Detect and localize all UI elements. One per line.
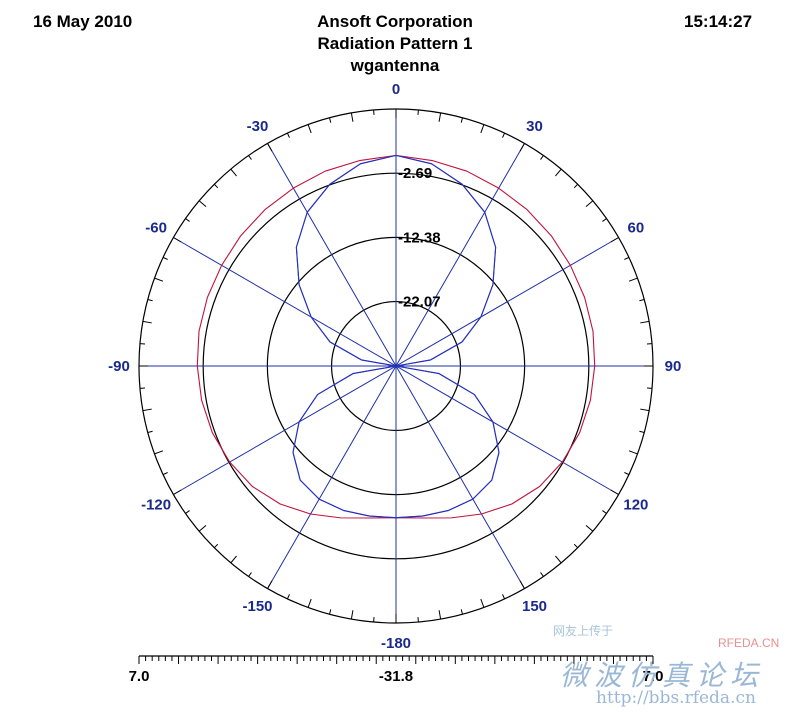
- angle-label-30: 30: [526, 118, 543, 135]
- tick-245: [162, 472, 168, 476]
- angle-label-60: 60: [628, 220, 645, 237]
- tick-200: [307, 598, 312, 608]
- tick-195: [329, 609, 332, 615]
- tick-10: [438, 112, 442, 122]
- tick-70: [628, 277, 638, 282]
- tick-45: [573, 183, 579, 189]
- angle-label-150: 150: [522, 598, 547, 615]
- tick-35: [540, 155, 544, 160]
- tick-240: [173, 489, 182, 495]
- angle-label-neg90: -90: [108, 358, 130, 375]
- company-title: Ansoft Corporation: [317, 12, 473, 31]
- angle-ticks: [139, 109, 653, 623]
- tick-170: [438, 610, 442, 620]
- tick-25: [502, 132, 506, 138]
- tick-315: [213, 183, 219, 189]
- tick-110: [628, 450, 638, 455]
- tick-15: [460, 117, 463, 123]
- tick-150: [519, 580, 525, 589]
- tick-50: [585, 200, 594, 207]
- ring-label-2: -22.07: [398, 294, 441, 311]
- tick-115: [624, 472, 630, 476]
- design-title: wgantenna: [350, 56, 440, 75]
- plot-title: Radiation Pattern 1: [317, 34, 473, 53]
- tick-55: [602, 218, 607, 222]
- tick-215: [248, 572, 252, 577]
- tick-340: [307, 124, 312, 134]
- tick-75: [639, 299, 645, 302]
- tick-210: [267, 580, 273, 589]
- tick-345: [329, 117, 332, 123]
- radial-scale-bar: 7.0 -31.8 7.0: [129, 655, 664, 685]
- tick-125: [602, 510, 607, 514]
- angle-label-90: 90: [665, 358, 682, 375]
- tick-250: [154, 450, 164, 455]
- angle-label-120: 120: [623, 497, 648, 514]
- angle-label-neg120: -120: [141, 497, 171, 514]
- tick-30: [519, 143, 525, 152]
- tick-255: [147, 430, 153, 433]
- tick-205: [286, 594, 290, 600]
- watermark-brand: RFEDA.CN: [718, 636, 780, 650]
- tick-120: [610, 489, 619, 495]
- series-group: [196, 154, 596, 519]
- tick-325: [248, 155, 252, 160]
- tick-160: [480, 598, 485, 608]
- label-group: 0 30 60 90 120 150 -180 -150 -120 -90 -60 -30 -2.69 -…: [108, 81, 681, 652]
- tick-40: [555, 168, 562, 177]
- tick-295: [162, 256, 168, 260]
- angle-label-neg60: -60: [145, 220, 167, 237]
- tick-305: [185, 218, 190, 222]
- tick-320: [230, 168, 237, 177]
- tick-310: [198, 200, 207, 207]
- tick-290: [154, 277, 164, 282]
- ring-label-1: -12.38: [398, 229, 441, 246]
- date-label: 16 May 2010: [33, 12, 133, 31]
- angle-label-neg180: -180: [381, 635, 411, 652]
- angle-label-neg30: -30: [247, 118, 269, 135]
- tick-235: [185, 510, 190, 514]
- ring-label-0: -2.69: [398, 165, 432, 182]
- tick-100: [640, 408, 650, 412]
- angle-label-0: 0: [392, 81, 400, 98]
- tick-60: [610, 237, 619, 243]
- tick-300: [173, 237, 182, 243]
- tick-80: [640, 320, 650, 324]
- watermark-line1: 网友上传于: [553, 624, 614, 638]
- tick-350: [350, 112, 354, 122]
- tick-330: [267, 143, 273, 152]
- tick-280: [142, 320, 152, 324]
- scale-label-center: -31.8: [379, 668, 413, 685]
- series-curve-2: [292, 154, 500, 519]
- tick-230: [198, 525, 207, 532]
- tick-135: [573, 543, 579, 549]
- tick-20: [480, 124, 485, 134]
- tick-285: [147, 299, 153, 302]
- scale-label-right: 7.0: [643, 668, 664, 685]
- watermark-cn: 微波仿真论坛: [560, 659, 765, 692]
- tick-225: [213, 543, 219, 549]
- watermark-url: http://bbs.rfeda.cn: [596, 688, 756, 708]
- time-label: 15:14:27: [684, 12, 753, 31]
- tick-165: [460, 609, 463, 615]
- tick-105: [639, 430, 645, 433]
- tick-260: [142, 408, 152, 412]
- tick-65: [624, 256, 630, 260]
- tick-140: [555, 555, 562, 564]
- tick-335: [286, 132, 290, 138]
- tick-220: [230, 555, 237, 564]
- tick-145: [540, 572, 544, 577]
- angle-label-neg150: -150: [242, 598, 272, 615]
- tick-190: [350, 610, 354, 620]
- scale-label-left: 7.0: [129, 668, 150, 685]
- tick-155: [502, 594, 506, 600]
- tick-130: [585, 525, 594, 532]
